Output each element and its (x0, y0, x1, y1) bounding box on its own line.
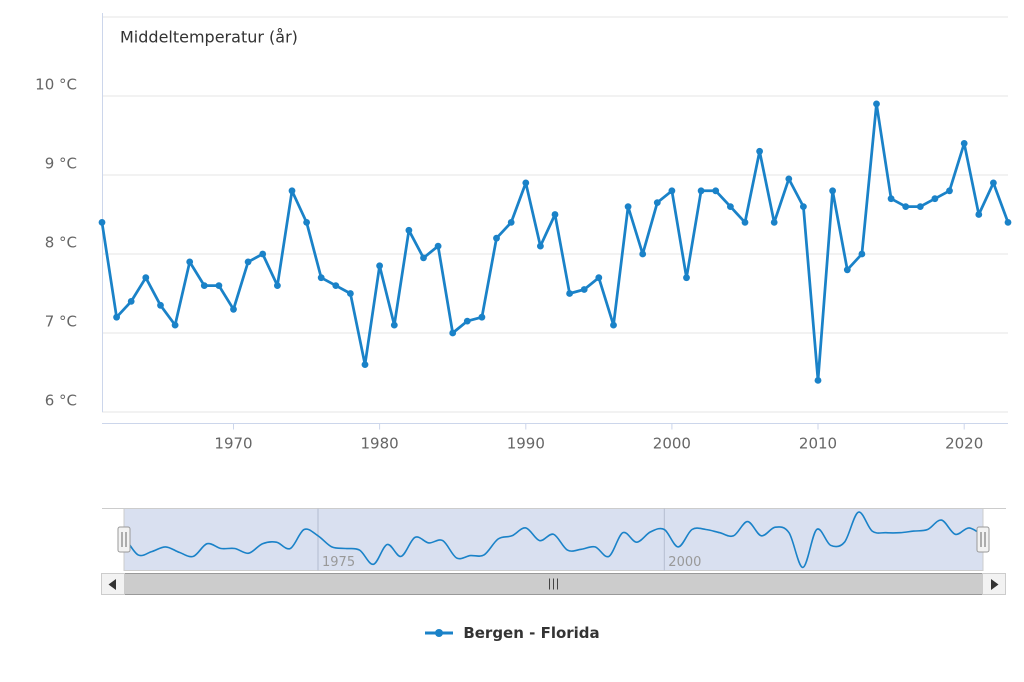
navigator-left-handle[interactable] (117, 526, 131, 553)
x-axis-label: 2010 (799, 435, 837, 453)
data-point-marker[interactable] (127, 298, 135, 305)
triangle-right-arrow-icon (991, 579, 999, 590)
scrollbar-right-button[interactable] (982, 573, 1006, 595)
navigator-mask[interactable] (123, 508, 984, 571)
data-point-marker[interactable] (186, 258, 194, 266)
data-point-marker[interactable] (624, 203, 632, 211)
data-point-marker[interactable] (259, 250, 267, 258)
data-point-marker[interactable] (478, 313, 486, 321)
data-point-marker[interactable] (434, 242, 442, 250)
data-point-marker[interactable] (858, 250, 866, 258)
data-point-marker[interactable] (200, 282, 208, 289)
data-point-marker[interactable] (142, 274, 150, 282)
data-point-marker[interactable] (171, 321, 179, 329)
x-axis-label: 1970 (214, 435, 252, 453)
x-axis-label: 1980 (361, 435, 399, 453)
handle-grip-icon[interactable] (976, 526, 990, 553)
data-point-marker[interactable] (800, 203, 807, 211)
x-axis-label: 2000 (653, 435, 691, 453)
data-point-marker[interactable] (653, 199, 661, 207)
data-point-marker[interactable] (712, 187, 720, 195)
data-point-marker[interactable] (522, 179, 530, 187)
data-point-marker[interactable] (98, 219, 106, 226)
data-point-marker[interactable] (741, 219, 749, 226)
data-point-marker[interactable] (449, 329, 457, 337)
x-axis-label: 1990 (507, 435, 545, 453)
handle-grip-icon[interactable] (117, 526, 131, 553)
data-point-marker[interactable] (303, 219, 310, 226)
data-point-marker[interactable] (683, 274, 690, 282)
data-point-marker[interactable] (390, 321, 398, 329)
data-point-marker[interactable] (215, 282, 223, 289)
data-point-marker[interactable] (975, 211, 983, 218)
y-axis-label: 9 °C (45, 155, 77, 173)
data-point-marker[interactable] (376, 262, 383, 270)
data-point-marker[interactable] (580, 286, 588, 293)
data-point-marker[interactable] (756, 147, 763, 155)
data-point-marker[interactable] (946, 187, 953, 195)
legend-label: Bergen - Florida (463, 624, 600, 642)
data-point-marker[interactable] (1004, 219, 1012, 226)
data-point-marker[interactable] (405, 226, 413, 234)
data-point-marker[interactable] (873, 100, 880, 108)
navigator-axis-label: 2000 (668, 555, 701, 570)
data-point-marker[interactable] (916, 203, 924, 211)
data-point-marker[interactable] (887, 195, 895, 203)
scrollbar-left-button[interactable] (101, 573, 125, 595)
navigator-axis-label: 1975 (322, 555, 355, 570)
navigator-right-handle[interactable] (976, 526, 990, 553)
data-point-marker[interactable] (420, 254, 427, 262)
data-point-marker[interactable] (610, 321, 617, 329)
data-point-marker[interactable] (317, 274, 325, 282)
data-point-marker[interactable] (566, 290, 573, 297)
data-point-marker[interactable] (507, 219, 515, 226)
data-point-marker[interactable] (274, 282, 281, 289)
data-point-marker[interactable] (463, 317, 471, 325)
data-point-marker[interactable] (668, 187, 676, 195)
data-point-marker[interactable] (814, 377, 822, 384)
data-point-marker[interactable] (770, 219, 778, 226)
data-point-marker[interactable] (288, 187, 296, 195)
data-point-marker[interactable] (595, 274, 603, 282)
data-point-marker[interactable] (727, 203, 734, 211)
navigator-series-line (123, 511, 984, 569)
legend-item[interactable]: Bergen - Florida (0, 624, 1024, 642)
data-point-marker[interactable] (493, 234, 500, 242)
data-point-marker[interactable] (537, 242, 544, 250)
data-point-marker[interactable] (902, 203, 910, 211)
data-point-marker[interactable] (157, 301, 164, 309)
y-axis-label: 8 °C (45, 234, 77, 252)
data-point-marker[interactable] (843, 266, 851, 274)
data-point-marker[interactable] (113, 313, 120, 321)
data-point-marker[interactable] (829, 187, 836, 195)
data-point-marker[interactable] (361, 361, 369, 368)
data-point-marker[interactable] (990, 179, 997, 187)
data-point-marker[interactable] (551, 211, 559, 218)
y-axis-label: 7 °C (45, 313, 77, 331)
data-point-marker[interactable] (697, 187, 705, 195)
temperature-line-series[interactable] (100, 102, 1010, 382)
y-axis-label: 6 °C (45, 392, 77, 410)
triangle-left-arrow-icon (108, 579, 116, 590)
data-point-marker[interactable] (347, 290, 354, 297)
data-point-marker[interactable] (785, 175, 793, 183)
data-point-marker[interactable] (639, 250, 647, 258)
chart-title: Middeltemperatur (år) (120, 28, 298, 47)
data-point-marker[interactable] (960, 140, 968, 147)
legend-line-marker-icon (425, 629, 454, 637)
data-point-marker[interactable] (230, 305, 237, 313)
data-point-marker[interactable] (244, 258, 252, 266)
y-axis-label: 10 °C (35, 76, 77, 94)
x-axis-label: 2020 (945, 435, 983, 453)
data-point-marker[interactable] (931, 195, 939, 203)
data-point-marker[interactable] (332, 282, 340, 289)
